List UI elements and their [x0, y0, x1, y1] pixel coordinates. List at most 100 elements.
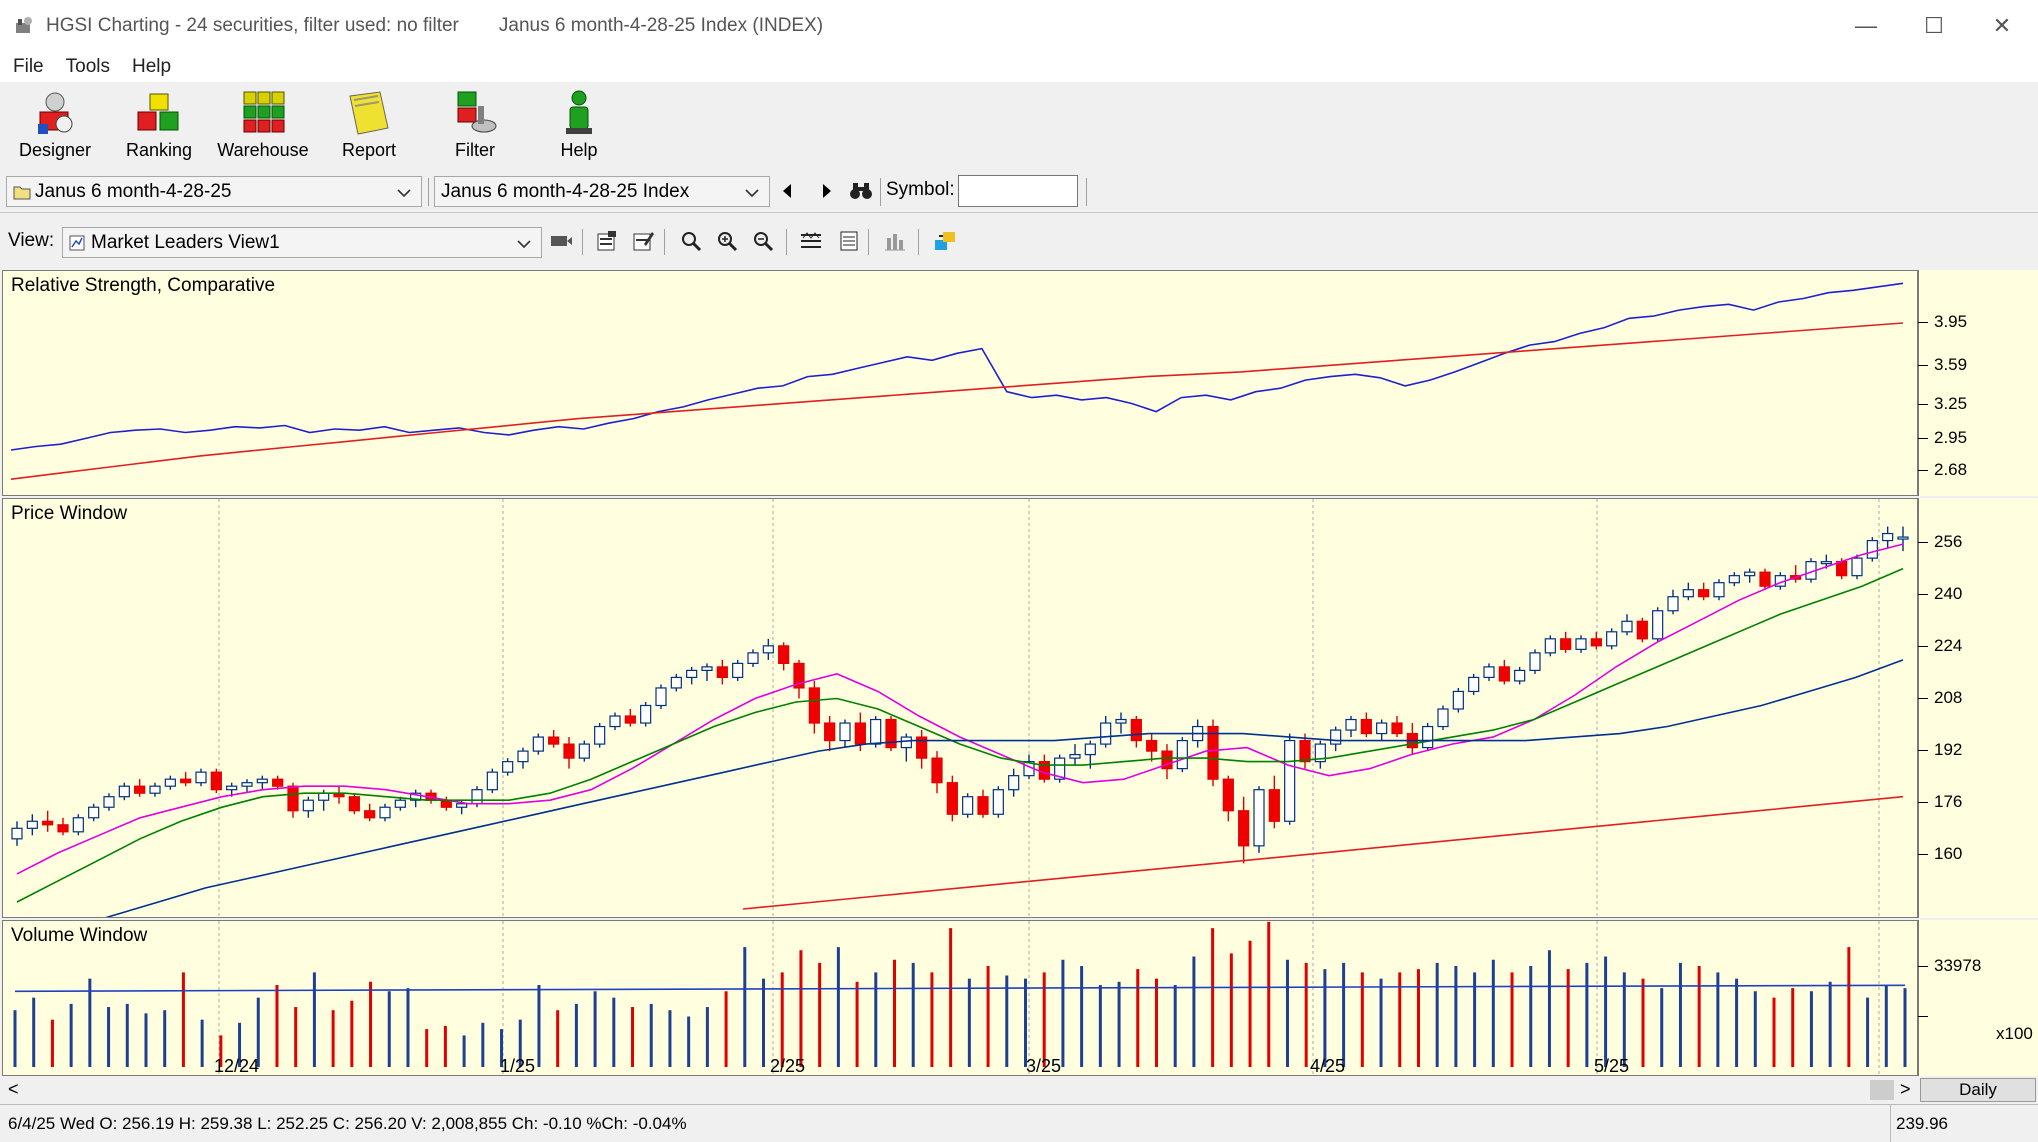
candle-body — [916, 736, 928, 759]
price-panel: Price Window — [2, 498, 1918, 918]
chevron-down-icon — [517, 240, 531, 249]
candle-body — [379, 806, 391, 819]
candle-body — [1897, 536, 1909, 540]
candle-body — [302, 799, 314, 812]
scroll-thumb[interactable] — [1870, 1080, 1894, 1100]
chart-type-icon[interactable] — [882, 228, 908, 254]
candle-body — [1330, 729, 1342, 745]
candle-body — [1621, 620, 1633, 633]
candle-body — [210, 771, 222, 791]
moving-average-0 — [16, 543, 1904, 875]
rs-axis: 3.95 3.59 3.25 2.95 2.68 — [1918, 270, 2038, 496]
price-tick-5: 176 — [1918, 792, 1962, 812]
price-tick-0: 256 — [1918, 532, 1962, 552]
period-selector[interactable]: Daily — [1920, 1078, 2036, 1102]
next-arrow-icon[interactable] — [814, 178, 840, 204]
horizontal-scrollbar[interactable]: < > Daily — [0, 1076, 2038, 1104]
edit-icon[interactable] — [630, 228, 656, 254]
filter-label: Filter — [455, 140, 495, 160]
list-dropdown[interactable]: Janus 6 month-4-28-25 — [6, 176, 422, 207]
data-table-icon[interactable] — [836, 228, 862, 254]
view-dropdown[interactable]: Market Leaders View1 — [62, 227, 542, 258]
price-chart — [11, 499, 1909, 917]
candle-body — [1544, 638, 1556, 654]
zoom-icon[interactable] — [678, 228, 704, 254]
folder-icon — [13, 186, 31, 199]
candle-body — [1882, 532, 1894, 542]
binoculars-icon[interactable] — [848, 178, 874, 204]
x-label-jan: 1/25 — [500, 1056, 536, 1076]
candle-body — [1299, 739, 1311, 763]
maximize-button[interactable]: ☐ — [1924, 13, 1944, 38]
warehouse-button[interactable]: Warehouse — [212, 84, 314, 170]
ranking-button[interactable]: Ranking — [108, 84, 210, 170]
candle-body — [701, 666, 713, 672]
candle-body — [563, 743, 575, 759]
rs-tick-4: 2.68 — [1918, 460, 2028, 480]
report-button[interactable]: Report — [318, 84, 420, 170]
candle-body — [1836, 561, 1848, 577]
main-toolbar: Designer Ranking Warehouse Report Filter… — [0, 82, 2038, 173]
designer-button[interactable]: Designer — [4, 84, 106, 170]
candle-body — [1483, 666, 1495, 679]
status-value: 239.96 — [1896, 1114, 1948, 1133]
candle-body — [195, 771, 207, 784]
candle-body — [1207, 725, 1219, 780]
candle-body — [931, 757, 943, 784]
designer-icon — [38, 92, 73, 134]
close-button[interactable]: ✕ — [1992, 13, 2012, 38]
scroll-left-arrow[interactable]: < — [8, 1079, 19, 1099]
candle-body — [1698, 589, 1710, 598]
candle-body — [1084, 743, 1096, 756]
candle-body — [793, 662, 805, 689]
security-dropdown[interactable]: Janus 6 month-4-28-25 Index — [434, 176, 770, 207]
candle-body — [272, 778, 284, 787]
menu-tools[interactable]: Tools — [65, 56, 110, 77]
x-label-mar: 3/25 — [1026, 1056, 1062, 1076]
report-label: Report — [341, 140, 397, 160]
price-axis: 256 240 224 208 192 176 160 — [1918, 498, 2038, 918]
volume-panel-title: Volume Window — [11, 925, 148, 946]
candle-body — [226, 785, 238, 791]
candle-body — [1222, 778, 1234, 812]
candle-body — [1422, 725, 1434, 749]
previous-arrow-icon[interactable] — [774, 178, 800, 204]
title-bar: HGSI Charting - 24 securities, filter us… — [0, 0, 2038, 52]
candle-body — [1253, 789, 1265, 847]
candle-body — [1161, 750, 1173, 770]
symbol-input[interactable] — [958, 175, 1078, 207]
candle-body — [870, 718, 882, 745]
transfer-icon[interactable] — [932, 228, 958, 254]
scroll-right-arrow[interactable]: > — [1900, 1079, 1911, 1099]
candle-body — [686, 669, 698, 679]
candle-body — [486, 771, 498, 791]
candle-body — [1744, 571, 1756, 577]
indicators-icon[interactable] — [798, 228, 824, 254]
candle-body — [1360, 718, 1372, 735]
candle-body — [1376, 722, 1388, 735]
candle-body — [348, 796, 360, 812]
candle-body — [946, 782, 958, 815]
menu-file[interactable]: File — [13, 56, 44, 77]
zoom-out-icon[interactable] — [750, 228, 776, 254]
candle-body — [778, 645, 790, 664]
rs-panel: Relative Strength, Comparative — [2, 270, 1918, 496]
status-bar: 6/4/25 Wed O: 256.19 H: 259.38 L: 252.25… — [0, 1104, 2038, 1142]
volume-unit: x100 — [1996, 1024, 2033, 1043]
rs-tick-3: 2.95 — [1918, 428, 2028, 448]
candle-body — [1146, 739, 1158, 752]
candle-body — [1851, 557, 1863, 577]
candle-body — [1314, 743, 1326, 763]
candle-body — [624, 715, 636, 724]
candle-body — [885, 718, 897, 749]
app-title: HGSI Charting - 24 securities, filter us… — [46, 15, 459, 36]
minimize-button[interactable]: — — [1855, 13, 1877, 38]
view-manager-icon[interactable] — [548, 228, 574, 254]
volume-tick-0: 33978 — [1918, 956, 1981, 976]
properties-icon[interactable] — [594, 228, 620, 254]
help-button[interactable]: Help — [528, 84, 630, 170]
menu-help[interactable]: Help — [131, 56, 172, 77]
candle-body — [1636, 620, 1648, 640]
zoom-in-icon[interactable] — [714, 228, 740, 254]
filter-button[interactable]: Filter — [424, 84, 526, 170]
